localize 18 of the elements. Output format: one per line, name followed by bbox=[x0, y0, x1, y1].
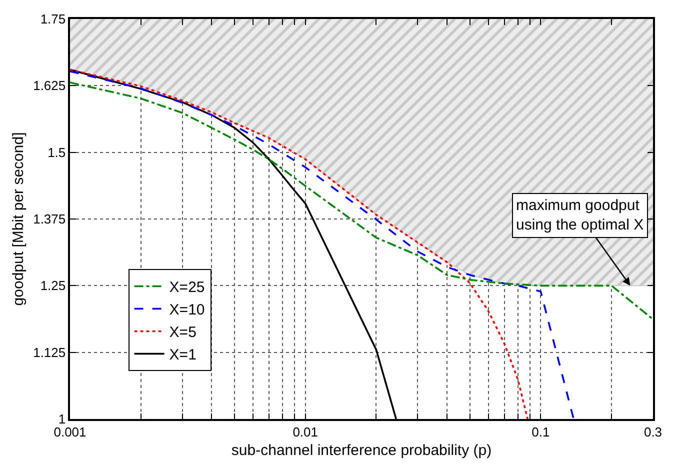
y-tick-label: 1.375 bbox=[33, 212, 66, 227]
y-tick-label: 1 bbox=[58, 412, 66, 427]
x-tick-label: 0.001 bbox=[54, 424, 86, 440]
legend-label: X=10 bbox=[169, 302, 205, 319]
x-tick-label: 0.01 bbox=[292, 424, 318, 440]
y-tick-label: 1.125 bbox=[33, 344, 66, 360]
y-tick-label: 1.5 bbox=[48, 144, 66, 160]
y-tick-label: 1.625 bbox=[33, 78, 66, 94]
legend-label: X=5 bbox=[169, 324, 196, 342]
y-tick-label: 1.75 bbox=[40, 12, 66, 27]
x-axis-title: sub-channel interference probability (p) bbox=[231, 442, 492, 459]
legend-label: X=1 bbox=[169, 346, 196, 364]
annotation: maximum goodput using the optimal X bbox=[516, 197, 644, 234]
y-axis-title: goodput [Mbit per second] bbox=[10, 132, 27, 306]
y-tick-label: 1.25 bbox=[40, 278, 66, 294]
x-tick-label: 0.3 bbox=[644, 424, 662, 440]
x-tick-label: 0.1 bbox=[532, 424, 550, 440]
legend-label: X=25 bbox=[169, 279, 205, 296]
